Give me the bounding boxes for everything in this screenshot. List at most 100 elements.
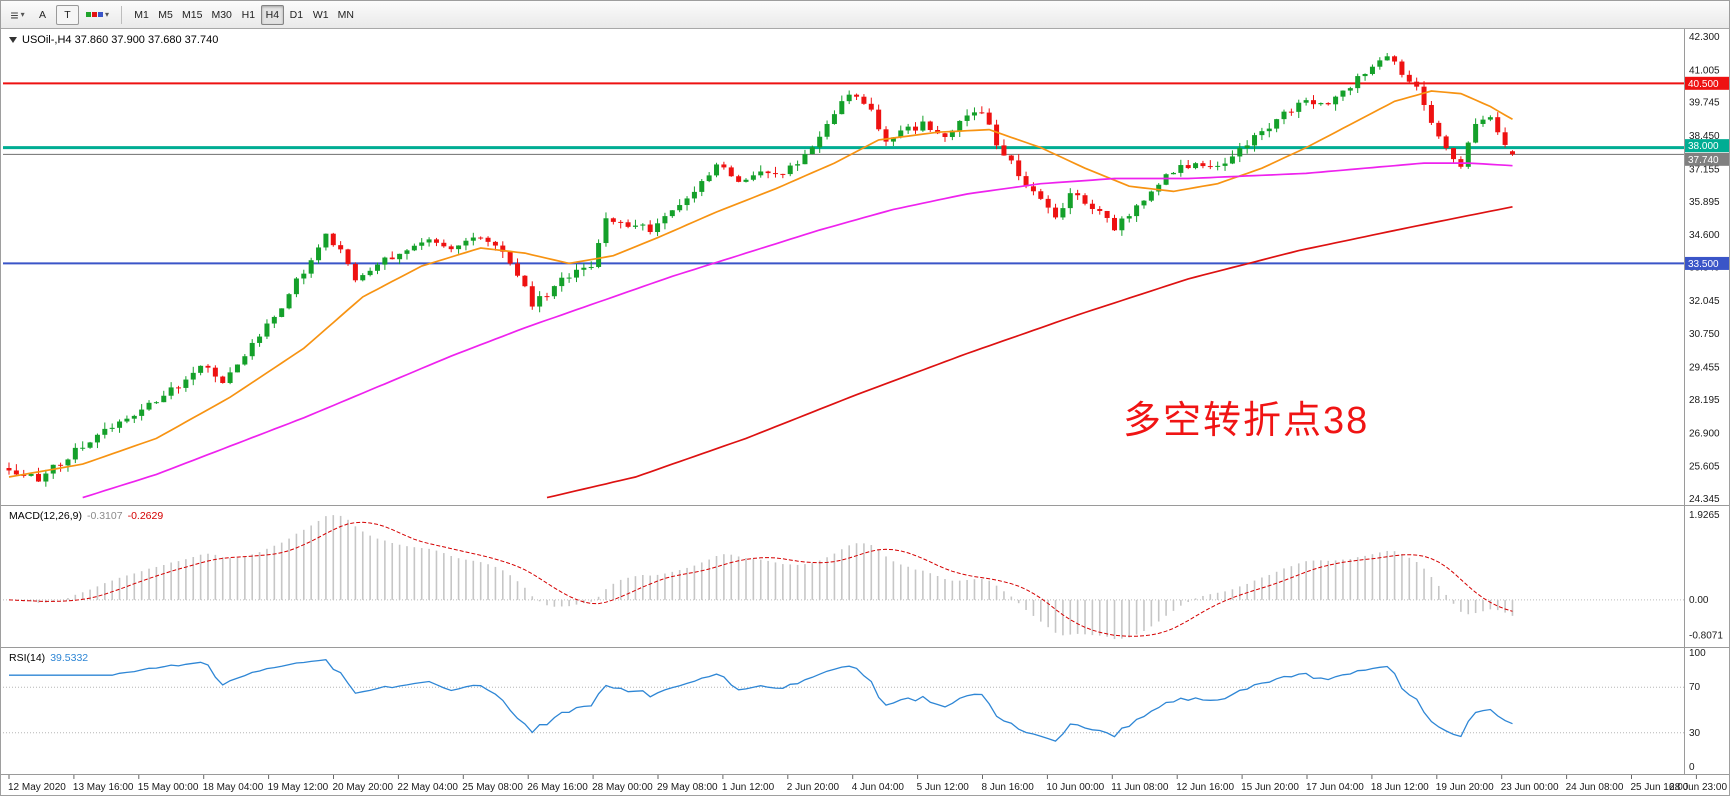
candle — [994, 124, 1000, 146]
time-axis-label: 29 May 08:00 — [657, 782, 718, 793]
candle — [515, 263, 521, 276]
candle — [913, 126, 919, 131]
candle — [1170, 172, 1176, 175]
candle — [662, 216, 668, 224]
candle — [1340, 90, 1346, 97]
candle — [176, 387, 182, 389]
time-axis-label: 24 Jun 08:00 — [1566, 782, 1624, 793]
timeframe-button-m15[interactable]: M15 — [182, 8, 203, 21]
rsi-axis-label: 100 — [1689, 648, 1706, 659]
candle — [566, 277, 572, 279]
timeframe-button-h4[interactable]: H4 — [260, 4, 284, 25]
timeframe-button-m1[interactable]: M1 — [134, 8, 149, 21]
time-axis-label: 22 May 04:00 — [397, 782, 458, 793]
list-icon: ≡ — [10, 6, 19, 23]
rsi-label: RSI(14) 39.5332 — [9, 652, 88, 664]
time-axis-label: 19 Jun 20:00 — [1436, 782, 1494, 793]
candle — [1266, 128, 1272, 132]
macd-name: MACD(12,26,9) — [9, 510, 82, 522]
price-tag-support — [1685, 256, 1729, 270]
candle — [1384, 56, 1390, 61]
candles-layer — [6, 52, 1515, 487]
price-tick-label: 38.450 — [1689, 131, 1720, 142]
candle — [139, 409, 145, 416]
candle — [1274, 119, 1280, 129]
candle — [360, 275, 366, 281]
candle — [691, 191, 697, 199]
candle — [65, 459, 71, 466]
toolbar-separator — [121, 5, 123, 24]
candle — [198, 365, 204, 373]
timeframe-button-m5[interactable]: M5 — [158, 8, 173, 21]
letter-t-button[interactable]: T — [56, 4, 79, 25]
candle — [1451, 148, 1457, 160]
candle — [330, 233, 336, 246]
time-axis-label: 13 May 16:00 — [73, 782, 134, 793]
colors-button[interactable]: ▾ — [81, 5, 113, 25]
candle — [308, 260, 314, 274]
color-swatch-icon — [97, 12, 103, 17]
candle — [345, 249, 351, 264]
time-axis-label: 15 Jun 20:00 — [1241, 782, 1299, 793]
timeframe-button-mn[interactable]: MN — [337, 8, 354, 21]
candle — [279, 308, 285, 317]
candle — [1185, 165, 1191, 169]
timeframe-button-h1[interactable]: H1 — [241, 8, 256, 21]
letter-a-button[interactable]: A — [38, 8, 46, 21]
symbol-name: USOil-,H4 — [22, 34, 72, 46]
price-tick-label: 41.005 — [1689, 65, 1720, 76]
color-swatch-icon — [91, 12, 97, 17]
time-axis[interactable] — [1, 775, 1730, 796]
time-axis-label: 12 May 2020 — [8, 782, 66, 793]
candle — [787, 165, 793, 175]
timeframe-button-d1[interactable]: D1 — [289, 8, 304, 21]
rsi-value: 39.5332 — [50, 652, 89, 664]
candle — [1207, 166, 1213, 168]
candle — [161, 395, 167, 403]
candle — [529, 286, 535, 307]
candle — [1097, 208, 1103, 211]
candle — [485, 237, 491, 242]
candle — [441, 242, 447, 247]
candle — [124, 418, 130, 422]
price-tick-label: 24.345 — [1689, 494, 1720, 505]
timeframe-button-w1[interactable]: W1 — [312, 8, 329, 21]
candle — [80, 447, 86, 449]
candle — [94, 434, 100, 443]
candle — [1193, 163, 1199, 169]
candle — [1104, 210, 1110, 218]
chevron-down-icon: ▾ — [105, 10, 110, 19]
candle — [13, 470, 19, 475]
candle — [1288, 111, 1294, 113]
timeframe-button-m30[interactable]: M30 — [211, 8, 232, 21]
candle — [500, 245, 506, 252]
candle — [426, 239, 432, 243]
candle — [1126, 216, 1132, 219]
candle — [102, 428, 108, 435]
candle — [1333, 96, 1339, 105]
price-tag-pivot-text: 38.000 — [1688, 141, 1719, 152]
candle — [1038, 191, 1044, 199]
time-axis-label: 15 May 00:00 — [138, 782, 199, 793]
candle — [1421, 86, 1427, 105]
candle — [809, 147, 815, 155]
chart-list-button[interactable]: ≡ ▾ — [6, 5, 29, 25]
candle — [153, 402, 159, 404]
candle — [1222, 163, 1228, 166]
candle — [780, 173, 786, 175]
candle — [1134, 205, 1140, 217]
candle — [492, 241, 498, 246]
candle — [375, 264, 380, 271]
candle — [1296, 102, 1302, 112]
candle — [419, 242, 425, 246]
candle — [537, 296, 543, 307]
candle — [1369, 66, 1375, 74]
price-tick-label: 39.745 — [1689, 98, 1720, 109]
price-tag-support-text: 33.500 — [1688, 259, 1719, 270]
candle — [920, 121, 926, 131]
candle — [802, 154, 808, 165]
candle — [1347, 88, 1353, 91]
candle — [1023, 176, 1029, 187]
